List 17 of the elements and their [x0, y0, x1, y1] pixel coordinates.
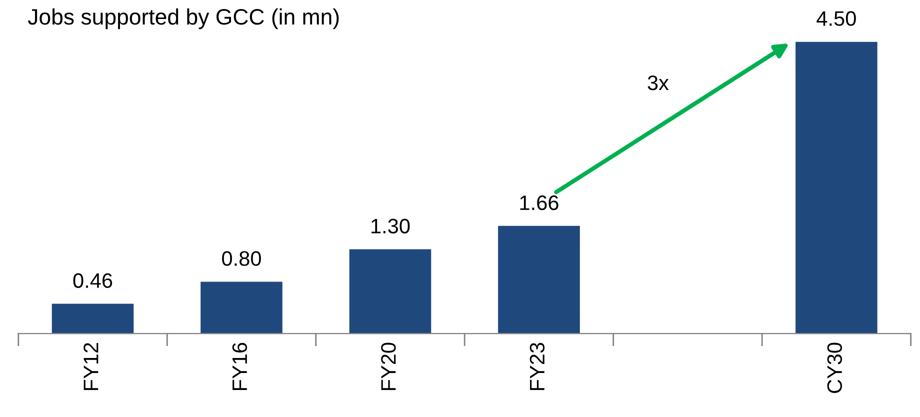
bar	[200, 282, 282, 334]
x-tick-label: FY23	[530, 342, 545, 390]
bar	[52, 304, 134, 334]
data-label: 0.80	[222, 251, 261, 266]
data-label: 4.50	[816, 11, 856, 26]
annotation: 3x	[648, 75, 669, 90]
x-tick-label: FY16	[232, 342, 248, 390]
data-label: 1.30	[372, 218, 410, 234]
bar	[796, 42, 878, 334]
bar	[349, 249, 432, 334]
x-tick-label: FY12	[84, 342, 98, 390]
data-label: 1.66	[520, 195, 558, 210]
x-tick-label: CY30	[827, 342, 842, 393]
data-label: 0.46	[73, 273, 112, 288]
x-tick-label: FY20	[381, 342, 396, 390]
chart-title: Jobs supported by GCC (in mn)	[28, 8, 339, 30]
bar	[498, 226, 580, 334]
